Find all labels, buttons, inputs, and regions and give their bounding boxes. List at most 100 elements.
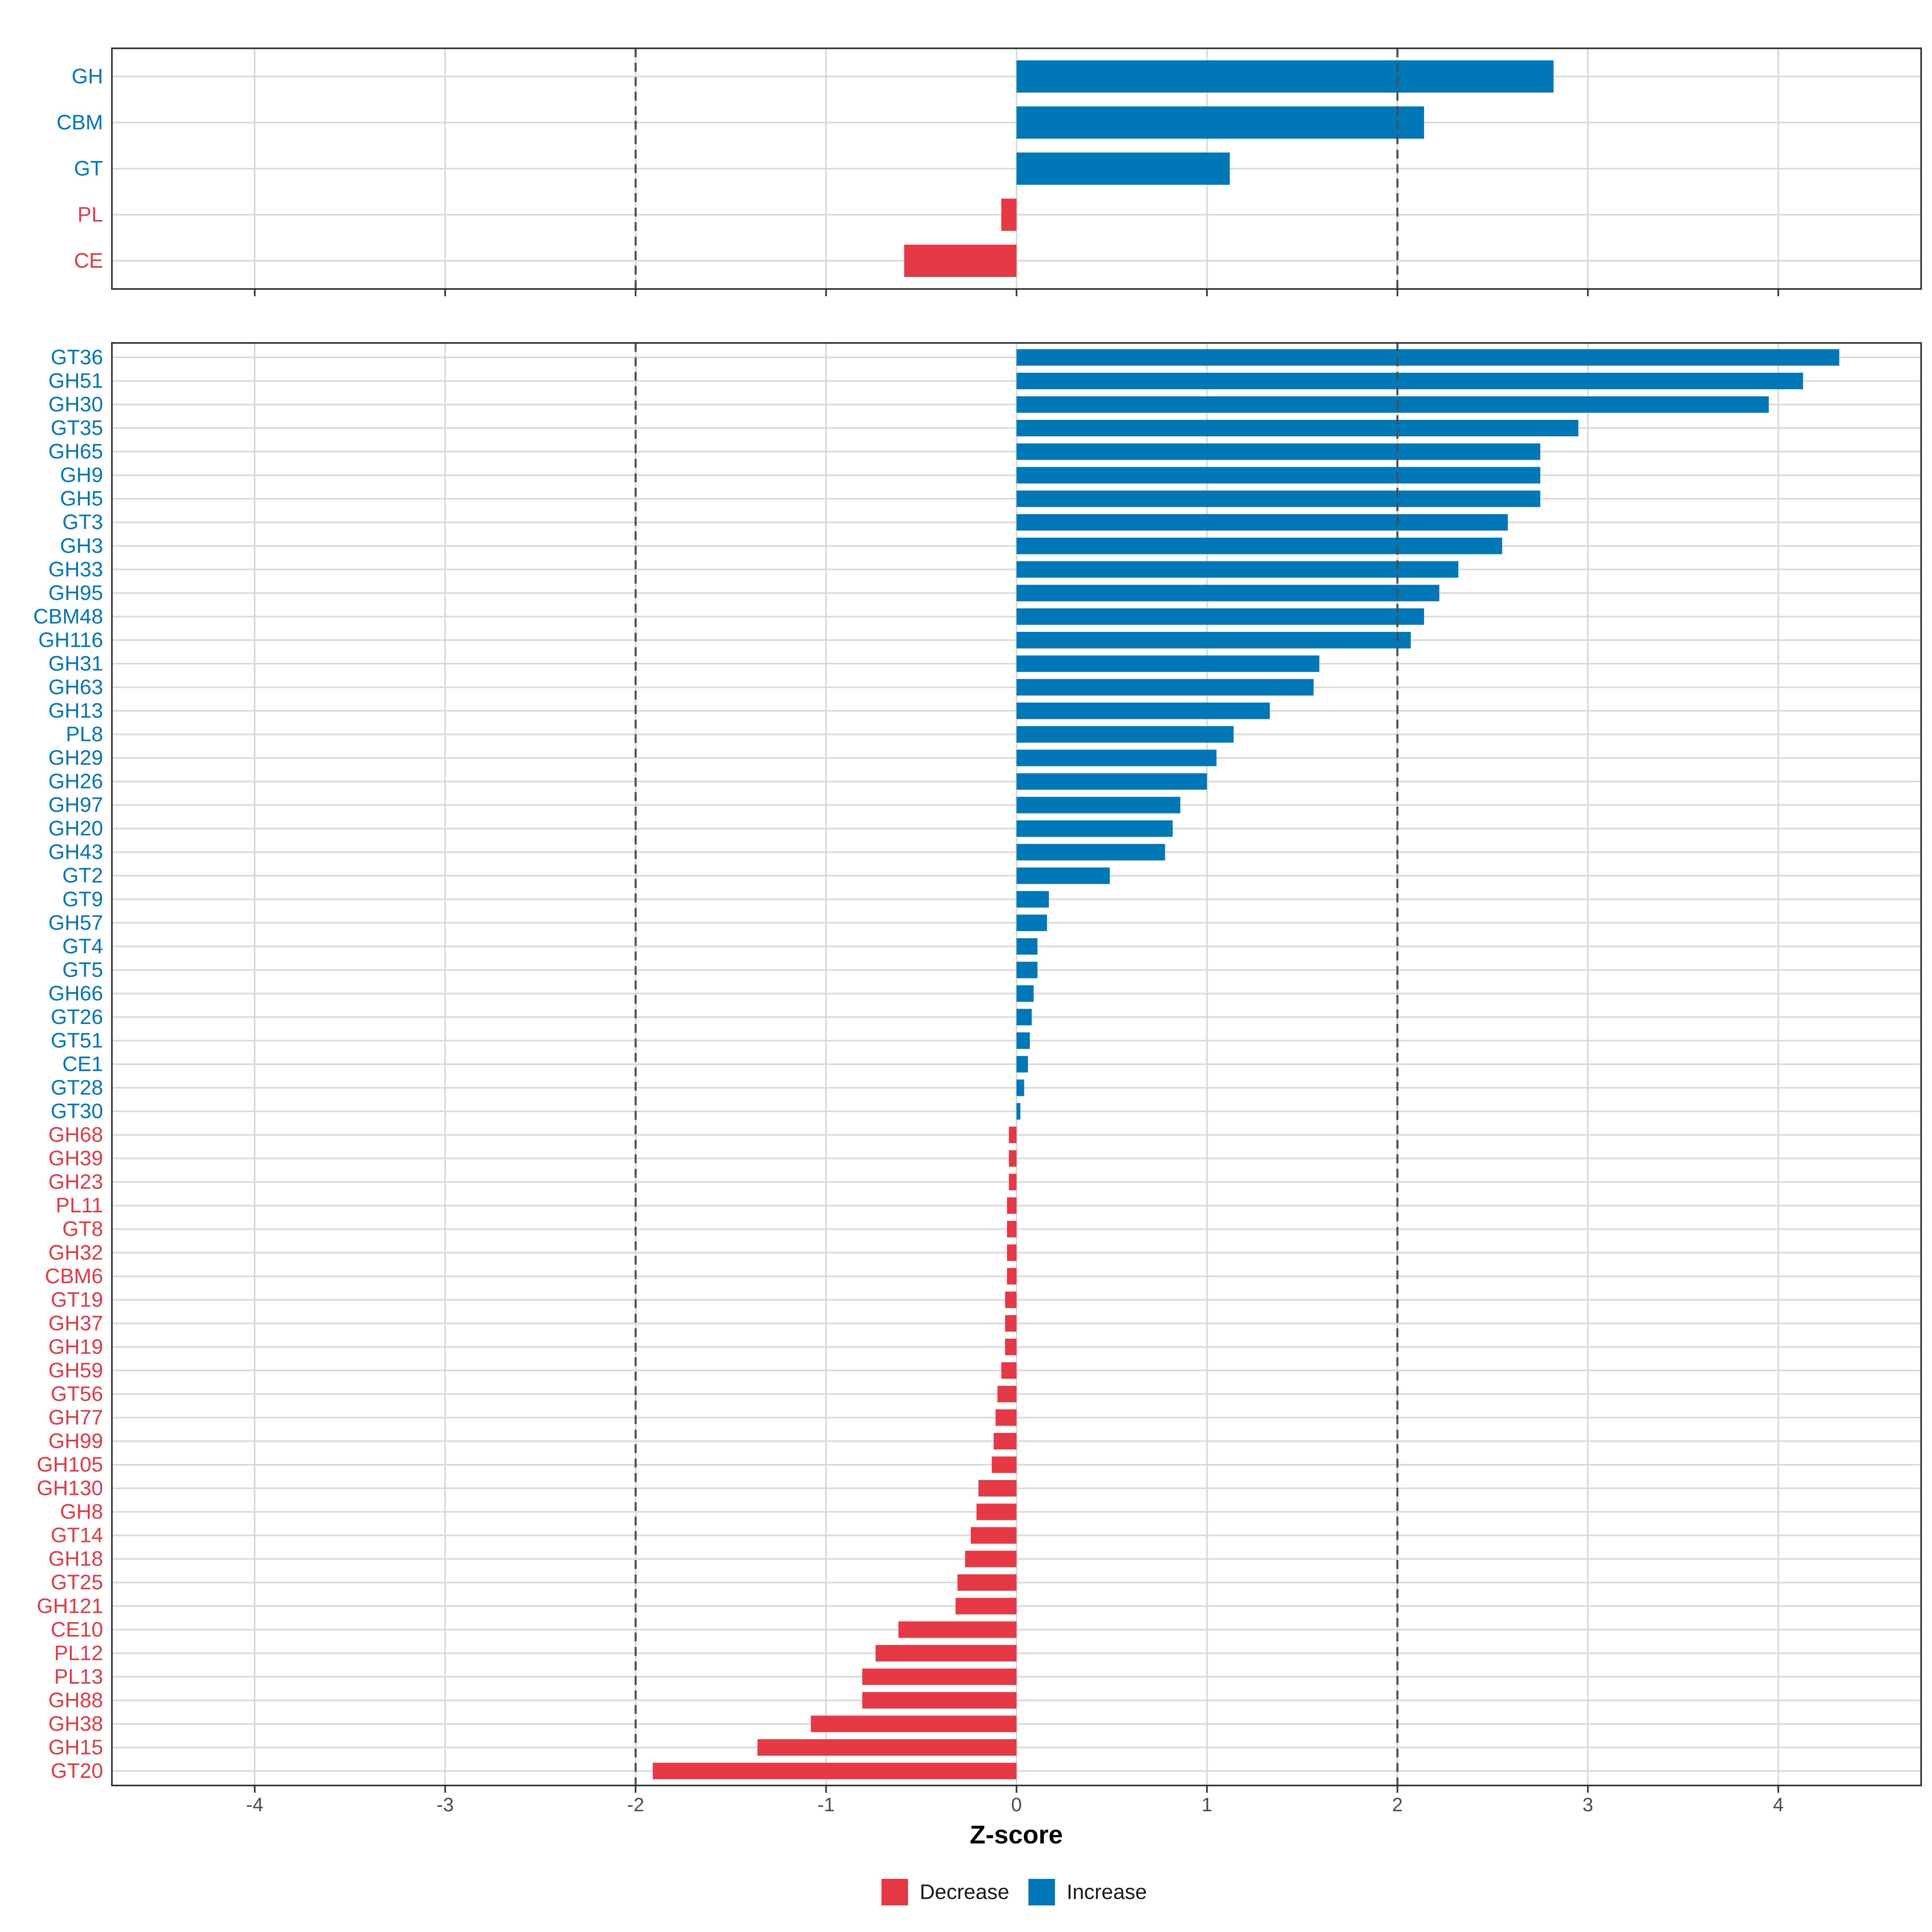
bar-gh68 — [1009, 1127, 1017, 1144]
bar-gh38 — [811, 1715, 1017, 1732]
category-label-gt51: GT51 — [51, 1029, 103, 1052]
category-label-gh15: GH15 — [48, 1736, 103, 1759]
category-label-gh95: GH95 — [48, 581, 103, 605]
legend-swatch-decrease — [881, 1879, 908, 1905]
bar-gh — [1016, 60, 1554, 93]
category-label-gh116: GH116 — [38, 628, 103, 652]
bar-pl11 — [1007, 1197, 1017, 1214]
bar-gh32 — [1007, 1244, 1017, 1261]
bar-gh9 — [1016, 467, 1540, 484]
bar-gh66 — [1016, 985, 1034, 1002]
bar-gh63 — [1016, 679, 1314, 696]
legend: Decrease Increase — [881, 1879, 1147, 1905]
category-label-pl8: PL8 — [66, 723, 103, 746]
category-label-gt8: GT8 — [62, 1218, 103, 1241]
category-label-gh31: GH31 — [48, 652, 103, 675]
bar-gt4 — [1016, 938, 1038, 955]
bar-gh5 — [1016, 490, 1540, 507]
bar-gt3 — [1016, 514, 1508, 531]
legend-label-increase: Increase — [1067, 1880, 1147, 1904]
bar-gh33 — [1016, 561, 1459, 578]
bar-gh26 — [1016, 773, 1207, 790]
category-label-gt28: GT28 — [51, 1076, 103, 1100]
legend-label-decrease: Decrease — [920, 1880, 1009, 1904]
x-tick-label: -3 — [437, 1794, 454, 1816]
bar-gt35 — [1016, 420, 1579, 437]
category-label-gh30: GH30 — [48, 393, 103, 416]
bar-gt20 — [652, 1763, 1017, 1779]
category-label-gh99: GH99 — [48, 1430, 103, 1453]
category-label-gt30: GT30 — [51, 1100, 103, 1123]
category-label-gt19: GT19 — [51, 1288, 103, 1311]
bar-gh23 — [1009, 1174, 1017, 1191]
bar-gh13 — [1016, 702, 1270, 719]
bar-gt28 — [1016, 1080, 1024, 1096]
bar-gt5 — [1016, 962, 1038, 978]
x-tick-label: 3 — [1583, 1794, 1593, 1816]
bar-gh15 — [758, 1739, 1017, 1756]
bar-gh8 — [976, 1503, 1017, 1520]
family-level-panel: GT36GH51GH30GT35GH65GH9GH5GT3GH3GH33GH95… — [33, 342, 1922, 1793]
x-tick-label: -4 — [246, 1794, 264, 1816]
bar-gh105 — [991, 1456, 1017, 1473]
category-label-gh105: GH105 — [37, 1453, 103, 1476]
bar-cbm48 — [1016, 608, 1424, 625]
x-tick-label: 4 — [1773, 1794, 1784, 1816]
bar-gh29 — [1016, 749, 1217, 766]
bar-gh57 — [1016, 914, 1047, 931]
category-label-pl12: PL12 — [54, 1641, 103, 1665]
bar-gt2 — [1016, 867, 1110, 884]
category-label-gt56: GT56 — [51, 1382, 103, 1406]
bar-gh88 — [862, 1692, 1017, 1709]
bar-ce1 — [1016, 1056, 1028, 1073]
bar-gh31 — [1016, 655, 1319, 672]
category-label-gt: GT — [74, 157, 103, 180]
category-label-cbm6: CBM6 — [45, 1265, 103, 1288]
bar-gh97 — [1016, 797, 1181, 813]
category-label-cbm48: CBM48 — [33, 605, 103, 628]
bar-gh18 — [965, 1550, 1017, 1567]
bar-gt36 — [1016, 349, 1839, 366]
category-label-gh8: GH8 — [60, 1500, 103, 1523]
bar-gh121 — [956, 1598, 1017, 1614]
category-label-gh97: GH97 — [48, 793, 103, 817]
category-label-gh5: GH5 — [60, 487, 103, 510]
bar-gh3 — [1016, 537, 1503, 554]
bar-gh95 — [1016, 584, 1439, 601]
category-label-gh13: GH13 — [48, 699, 103, 722]
bar-cbm6 — [1007, 1268, 1017, 1285]
bar-gh30 — [1016, 396, 1769, 413]
bar-gh20 — [1016, 820, 1173, 837]
x-axis: -4 -3 -2 -1 0 1 2 3 4 — [246, 1794, 1784, 1816]
class-level-panel: GH CBM GT PL CE — [56, 47, 1922, 296]
bar-ce — [904, 244, 1017, 277]
bar-gh19 — [1005, 1338, 1017, 1355]
category-label-gh33: GH33 — [48, 558, 103, 581]
category-label-gh43: GH43 — [48, 840, 103, 864]
category-label-gt4: GT4 — [62, 935, 103, 958]
category-label-gh18: GH18 — [48, 1547, 103, 1571]
category-label-gh39: GH39 — [48, 1147, 103, 1170]
bar-gt30 — [1016, 1103, 1020, 1120]
bar-cbm — [1016, 106, 1424, 139]
legend-swatch-increase — [1028, 1879, 1055, 1905]
x-tick-label: 0 — [1011, 1794, 1022, 1816]
category-label-pl11: PL11 — [56, 1194, 103, 1217]
category-label-gt2: GT2 — [62, 864, 103, 888]
category-label-ce: CE — [74, 249, 103, 272]
bar-gh130 — [978, 1480, 1017, 1497]
bar-pl12 — [875, 1645, 1017, 1662]
category-label-gt36: GT36 — [51, 346, 103, 369]
bar-ce10 — [898, 1621, 1017, 1638]
category-label-gh88: GH88 — [48, 1688, 103, 1712]
category-label-gh19: GH19 — [48, 1335, 103, 1358]
bar-gh51 — [1016, 373, 1803, 390]
category-label-gh51: GH51 — [48, 369, 103, 393]
category-label-gh20: GH20 — [48, 817, 103, 840]
category-label-gt3: GT3 — [62, 511, 103, 534]
x-tick-label: -1 — [817, 1794, 835, 1816]
bar-gt9 — [1016, 891, 1049, 908]
bar-gt56 — [997, 1385, 1017, 1402]
category-label-gh68: GH68 — [48, 1123, 103, 1147]
bar-gt26 — [1016, 1009, 1032, 1026]
